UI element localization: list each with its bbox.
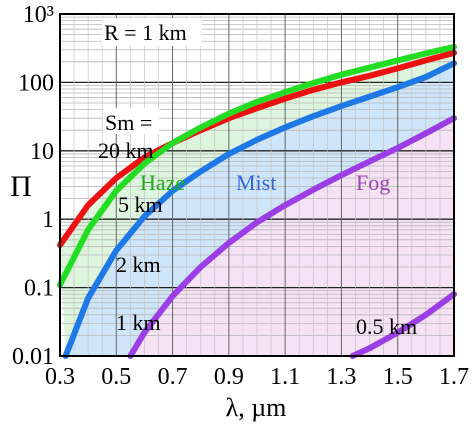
- range-annotation: R = 1 km: [104, 20, 187, 45]
- region-mist-fill: [65, 63, 454, 356]
- x-tick-label: 0.3: [45, 364, 75, 390]
- y-tick-label: 0.01: [12, 344, 54, 370]
- region-mist-label: Mist: [236, 170, 276, 195]
- x-tick-label: 0.9: [214, 364, 244, 390]
- sm-1km-label: 1 km: [116, 310, 161, 335]
- x-tick-label: 0.7: [158, 364, 188, 390]
- sm-20km-label: 20 km: [98, 138, 154, 163]
- series-line-05km: [349, 291, 457, 359]
- x-tick-label: 1.1: [270, 364, 300, 390]
- sm-header-label: Sm =: [105, 110, 152, 135]
- x-tick-label: 1.7: [439, 364, 469, 390]
- series-line-2km: [62, 60, 457, 359]
- tick-labels: 0.3 0.5 0.7 0.9 1.1 1.3 1.5 1.7 0.01 0.1 1 10 100 10³: [12, 2, 469, 390]
- series-lines: [57, 43, 457, 359]
- region-fog-label: Fog: [356, 170, 390, 195]
- series-line-5km: [57, 43, 457, 288]
- plot-frame: [59, 13, 455, 357]
- sm-2km-label: 2 km: [116, 252, 161, 277]
- range-annotation-bg: [102, 18, 202, 46]
- y-tick-label: 10³: [23, 2, 54, 28]
- series-line-20km: [57, 49, 457, 248]
- x-axis-label: λ, µm: [226, 393, 287, 422]
- series-line-1km: [127, 115, 457, 359]
- sm-05km-label: 0.5 km: [356, 314, 417, 339]
- y-tick-label: 0.1: [24, 276, 54, 302]
- y-tick-label: 1: [42, 207, 54, 233]
- x-tick-label: 1.3: [326, 364, 356, 390]
- sm-header-bg: [103, 108, 159, 134]
- x-tick-label: 0.5: [101, 364, 131, 390]
- region-haze-label: Haze: [140, 170, 185, 195]
- y-tick-label: 10: [30, 139, 54, 165]
- y-axis-label: Π: [10, 170, 32, 203]
- y-tick-label: 100: [18, 70, 54, 96]
- sm-5km-label: 5 km: [118, 192, 163, 217]
- x-tick-label: 1.5: [383, 364, 413, 390]
